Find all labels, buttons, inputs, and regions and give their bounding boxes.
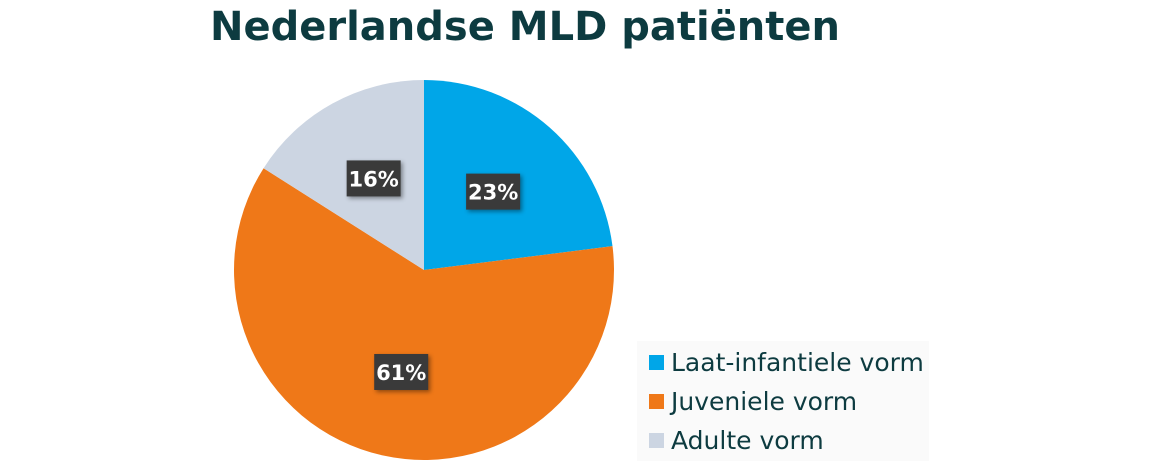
legend-swatch — [649, 433, 664, 448]
pie-slice — [263, 80, 424, 270]
legend-swatch — [649, 394, 664, 409]
legend-swatch — [649, 355, 664, 370]
legend-item: Adulte vorm — [637, 421, 929, 460]
legend-item: Laat-infantiele vorm — [637, 343, 929, 382]
data-label: 16% — [346, 160, 401, 197]
data-label: 23% — [466, 173, 521, 210]
data-label-text: 16% — [349, 167, 399, 191]
legend-label: Laat-infantiele vorm — [671, 348, 924, 377]
data-label-text: 61% — [376, 361, 426, 385]
data-label-text: 23% — [468, 181, 518, 205]
pie-slice — [233, 168, 615, 461]
chart-title: Nederlandse MLD patiënten — [210, 4, 840, 50]
legend-label: Juveniele vorm — [671, 387, 858, 416]
legend-label: Adulte vorm — [671, 426, 824, 455]
legend: Laat-infantiele vorm Juveniele vorm Adulte… — [637, 341, 929, 461]
data-label: 61% — [374, 353, 429, 390]
legend-item: Juveniele vorm — [637, 382, 929, 421]
